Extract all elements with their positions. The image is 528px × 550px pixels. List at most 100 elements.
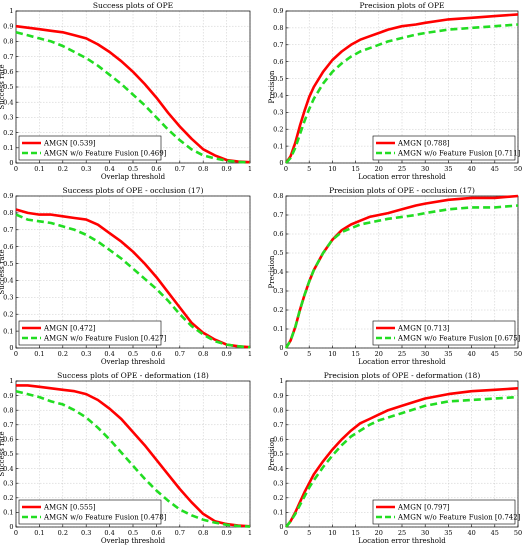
y-tick-label: 0.3 xyxy=(273,109,283,117)
legend-box xyxy=(372,499,516,525)
x-tick-label: 0.5 xyxy=(128,350,138,358)
y-tick-label: 0 xyxy=(9,523,13,531)
x-tick-label: 45 xyxy=(491,529,499,537)
x-tick-label: 0 xyxy=(14,350,18,358)
series-line-1 xyxy=(15,24,251,164)
y-tick-label: 0.9 xyxy=(3,192,13,200)
y-tick-label: 0.7 xyxy=(273,421,283,429)
x-tick-label: 0.6 xyxy=(151,165,161,173)
y-tick-label: 0.7 xyxy=(273,41,283,49)
legend-entry-2: AMGN w/o Feature Fusion [0.675] xyxy=(397,335,521,343)
y-tick-label: 1 xyxy=(9,7,13,15)
x-tick-label: 20 xyxy=(375,529,383,537)
y-tick-label: 0.7 xyxy=(3,53,13,61)
x-axis-label: Location error threshold xyxy=(358,358,446,366)
legend: AMGN [0.788] AMGN w/o Feature Fusion [0.7… xyxy=(372,135,521,161)
x-tick-label: 0 xyxy=(284,165,288,173)
y-tick-label: 0.6 xyxy=(273,436,283,444)
x-tick-label: 25 xyxy=(398,350,406,358)
y-tick-label: 0 xyxy=(279,523,283,531)
legend-entry-2: AMGN w/o Feature Fusion [0.742] xyxy=(397,514,521,522)
x-tick-label: 1 xyxy=(248,350,252,358)
y-tick-label: 0.4 xyxy=(273,465,283,473)
x-tick-label: 0.3 xyxy=(81,350,91,358)
series-line-2 xyxy=(15,213,251,349)
chart-title: Precision plots of OPE - deformation (18… xyxy=(324,371,481,380)
x-tick-label: 10 xyxy=(328,165,336,173)
series-line-2 xyxy=(284,395,519,528)
x-axis-label: Overlap threshold xyxy=(101,537,166,545)
y-tick-label: 0.6 xyxy=(3,68,13,76)
y-tick-label: 0.8 xyxy=(3,209,13,217)
legend-entry-1: AMGN [0.713] xyxy=(397,325,450,333)
plot-frame xyxy=(15,380,251,528)
x-tick-label: 15 xyxy=(351,165,359,173)
x-tick-label: 0 xyxy=(14,165,18,173)
y-tick-label: 0.4 xyxy=(3,98,13,106)
y-tick-label: 0 xyxy=(279,344,283,352)
x-tick-label: 0.9 xyxy=(221,350,231,358)
x-tick-label: 0 xyxy=(284,350,288,358)
y-tick-label: 0.4 xyxy=(3,465,13,473)
y-tick-label: 1 xyxy=(9,377,13,385)
chart-1: 0 0.1 0.2 0.3 0.4 0.5 0.6 0.7 0.8 0.9 1 0 0.1 0.2 0.3 0… xyxy=(0,1,252,181)
x-tick-label: 0.4 xyxy=(104,350,114,358)
x-tick-label: 35 xyxy=(444,165,452,173)
y-tick-label: 0.5 xyxy=(273,249,283,257)
y-tick-label: 0.9 xyxy=(273,392,283,400)
y-tick-label: 0 xyxy=(9,344,13,352)
x-tick-label: 40 xyxy=(467,165,475,173)
chart-6: 0 5 10 15 20 25 30 35 40 45 50 0 0.1 0.2 0.3 0.4 0.5 0.6 0… xyxy=(268,371,522,545)
x-tick-label: 10 xyxy=(328,350,336,358)
y-tick-label: 0.8 xyxy=(3,406,13,414)
y-tick-label: 0.3 xyxy=(3,114,13,122)
x-tick-label: 0.4 xyxy=(104,529,114,537)
legend-entry-1: AMGN [0.788] xyxy=(397,140,450,148)
y-tick-label: 0.2 xyxy=(273,306,283,314)
legend-box xyxy=(18,320,162,346)
x-tick-label: 25 xyxy=(398,165,406,173)
legend-entry-2: AMGN w/o Feature Fusion [0.711] xyxy=(397,150,521,158)
y-tick-label: 0.4 xyxy=(273,92,283,100)
x-axis-label: Location error threshold xyxy=(358,173,446,181)
y-tick-label: 0.8 xyxy=(273,24,283,32)
y-tick-label: 0.1 xyxy=(273,142,283,150)
y-tick-label: 0.3 xyxy=(273,287,283,295)
x-tick-label: 0.8 xyxy=(198,350,208,358)
y-tick-label: 0.3 xyxy=(3,479,13,487)
x-tick-label: 25 xyxy=(398,529,406,537)
y-tick-label: 0.8 xyxy=(3,38,13,46)
y-tick-label: 0.5 xyxy=(3,450,13,458)
y-tick-label: 0 xyxy=(9,159,13,167)
x-tick-label: 0.2 xyxy=(58,529,68,537)
x-tick-label: 15 xyxy=(351,529,359,537)
legend: AMGN [0.555] AMGN w/o Feature Fusion [0.4… xyxy=(18,499,167,525)
x-tick-label: 0.1 xyxy=(34,165,44,173)
y-tick-label: 0.5 xyxy=(273,450,283,458)
x-tick-label: 5 xyxy=(307,529,311,537)
chart-title: Precision plots of OPE xyxy=(360,1,445,10)
y-tick-label: 0.7 xyxy=(3,226,13,234)
plot-frame xyxy=(15,10,251,164)
y-tick-label: 0.5 xyxy=(273,75,283,83)
chart-title: Success plots of OPE - occlusion (17) xyxy=(62,186,203,195)
x-tick-label: 45 xyxy=(491,165,499,173)
y-axis-label: Success rate xyxy=(0,431,6,476)
x-tick-label: 0.9 xyxy=(221,529,231,537)
plot-frame xyxy=(15,195,251,349)
plot-frame xyxy=(285,195,519,349)
x-tick-label: 30 xyxy=(421,529,429,537)
y-tick-label: 0.6 xyxy=(273,58,283,66)
y-tick-label: 0.6 xyxy=(3,243,13,251)
y-tick-label: 0.1 xyxy=(3,327,13,335)
x-axis-label: Location error threshold xyxy=(358,537,446,545)
legend-box xyxy=(372,135,516,161)
legend-entry-1: AMGN [0.472] xyxy=(43,325,96,333)
x-tick-label: 0.6 xyxy=(151,350,161,358)
chart-title: Success plots of OPE xyxy=(93,1,173,10)
legend: AMGN [0.797] AMGN w/o Feature Fusion [0.7… xyxy=(372,499,521,525)
legend-box xyxy=(18,499,162,525)
chart-5: 0 0.1 0.2 0.3 0.4 0.5 0.6 0.7 0.8 0.9 1 0 0.1 0.2 0.3 0… xyxy=(0,371,252,545)
x-tick-label: 5 xyxy=(307,350,311,358)
y-tick-label: 0.9 xyxy=(3,22,13,30)
